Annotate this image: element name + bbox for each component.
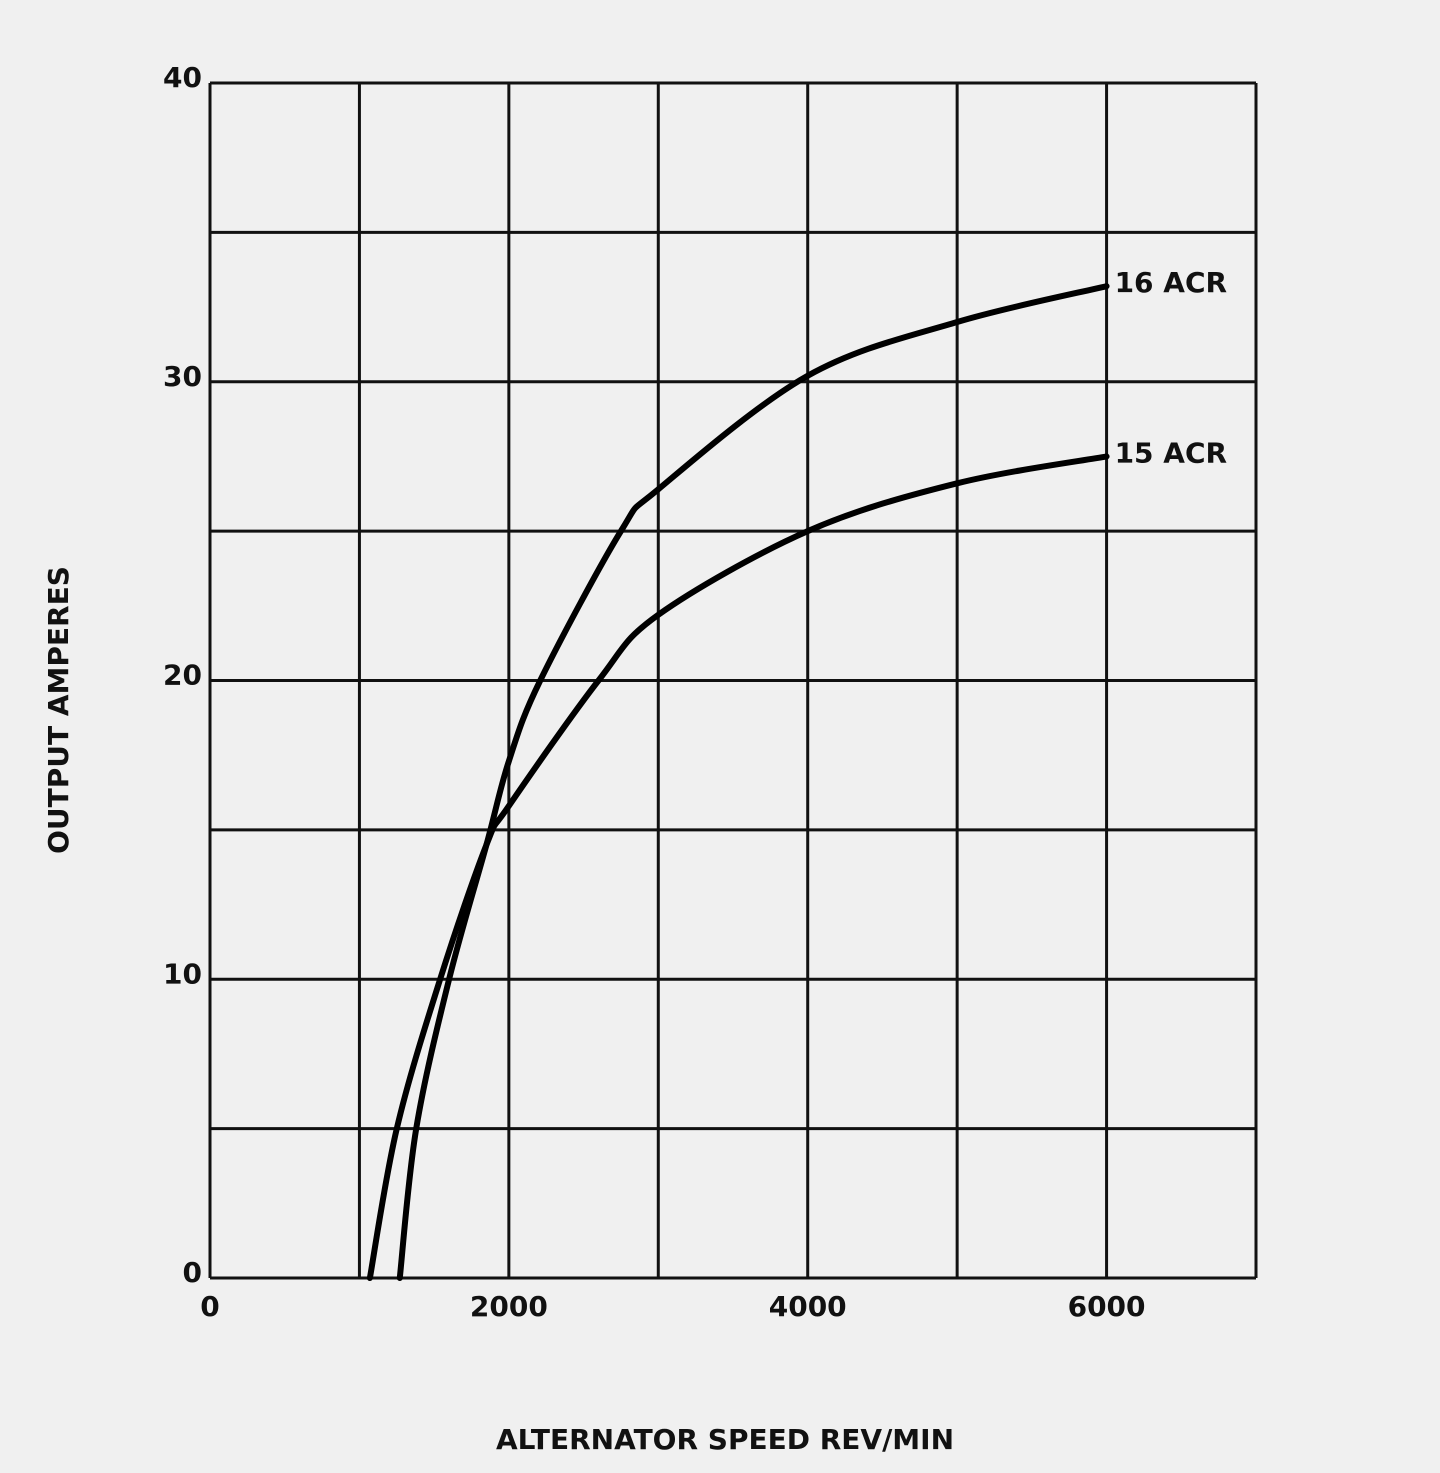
x-tick-label: 6000 [1068,1290,1146,1323]
y-axis-title: OUTPUT AMPERES [42,566,75,854]
x-tick-label: 2000 [470,1290,548,1323]
x-tick-label: 4000 [769,1290,847,1323]
line [396,283,1110,1281]
y-tick-label: 30 [163,360,202,393]
series-label: 15 ACR [1115,436,1228,469]
x-axis-title: ALTERNATOR SPEED REV/MIN [496,1423,954,1456]
y-tick-label: 0 [183,1256,202,1289]
x-tick-label: 0 [200,1290,219,1323]
line [366,453,1110,1281]
y-tick-label: 20 [163,659,202,692]
series-label: 16 ACR [1115,266,1228,299]
y-tick-label: 10 [163,957,202,990]
y-tick-label: 40 [163,61,202,94]
